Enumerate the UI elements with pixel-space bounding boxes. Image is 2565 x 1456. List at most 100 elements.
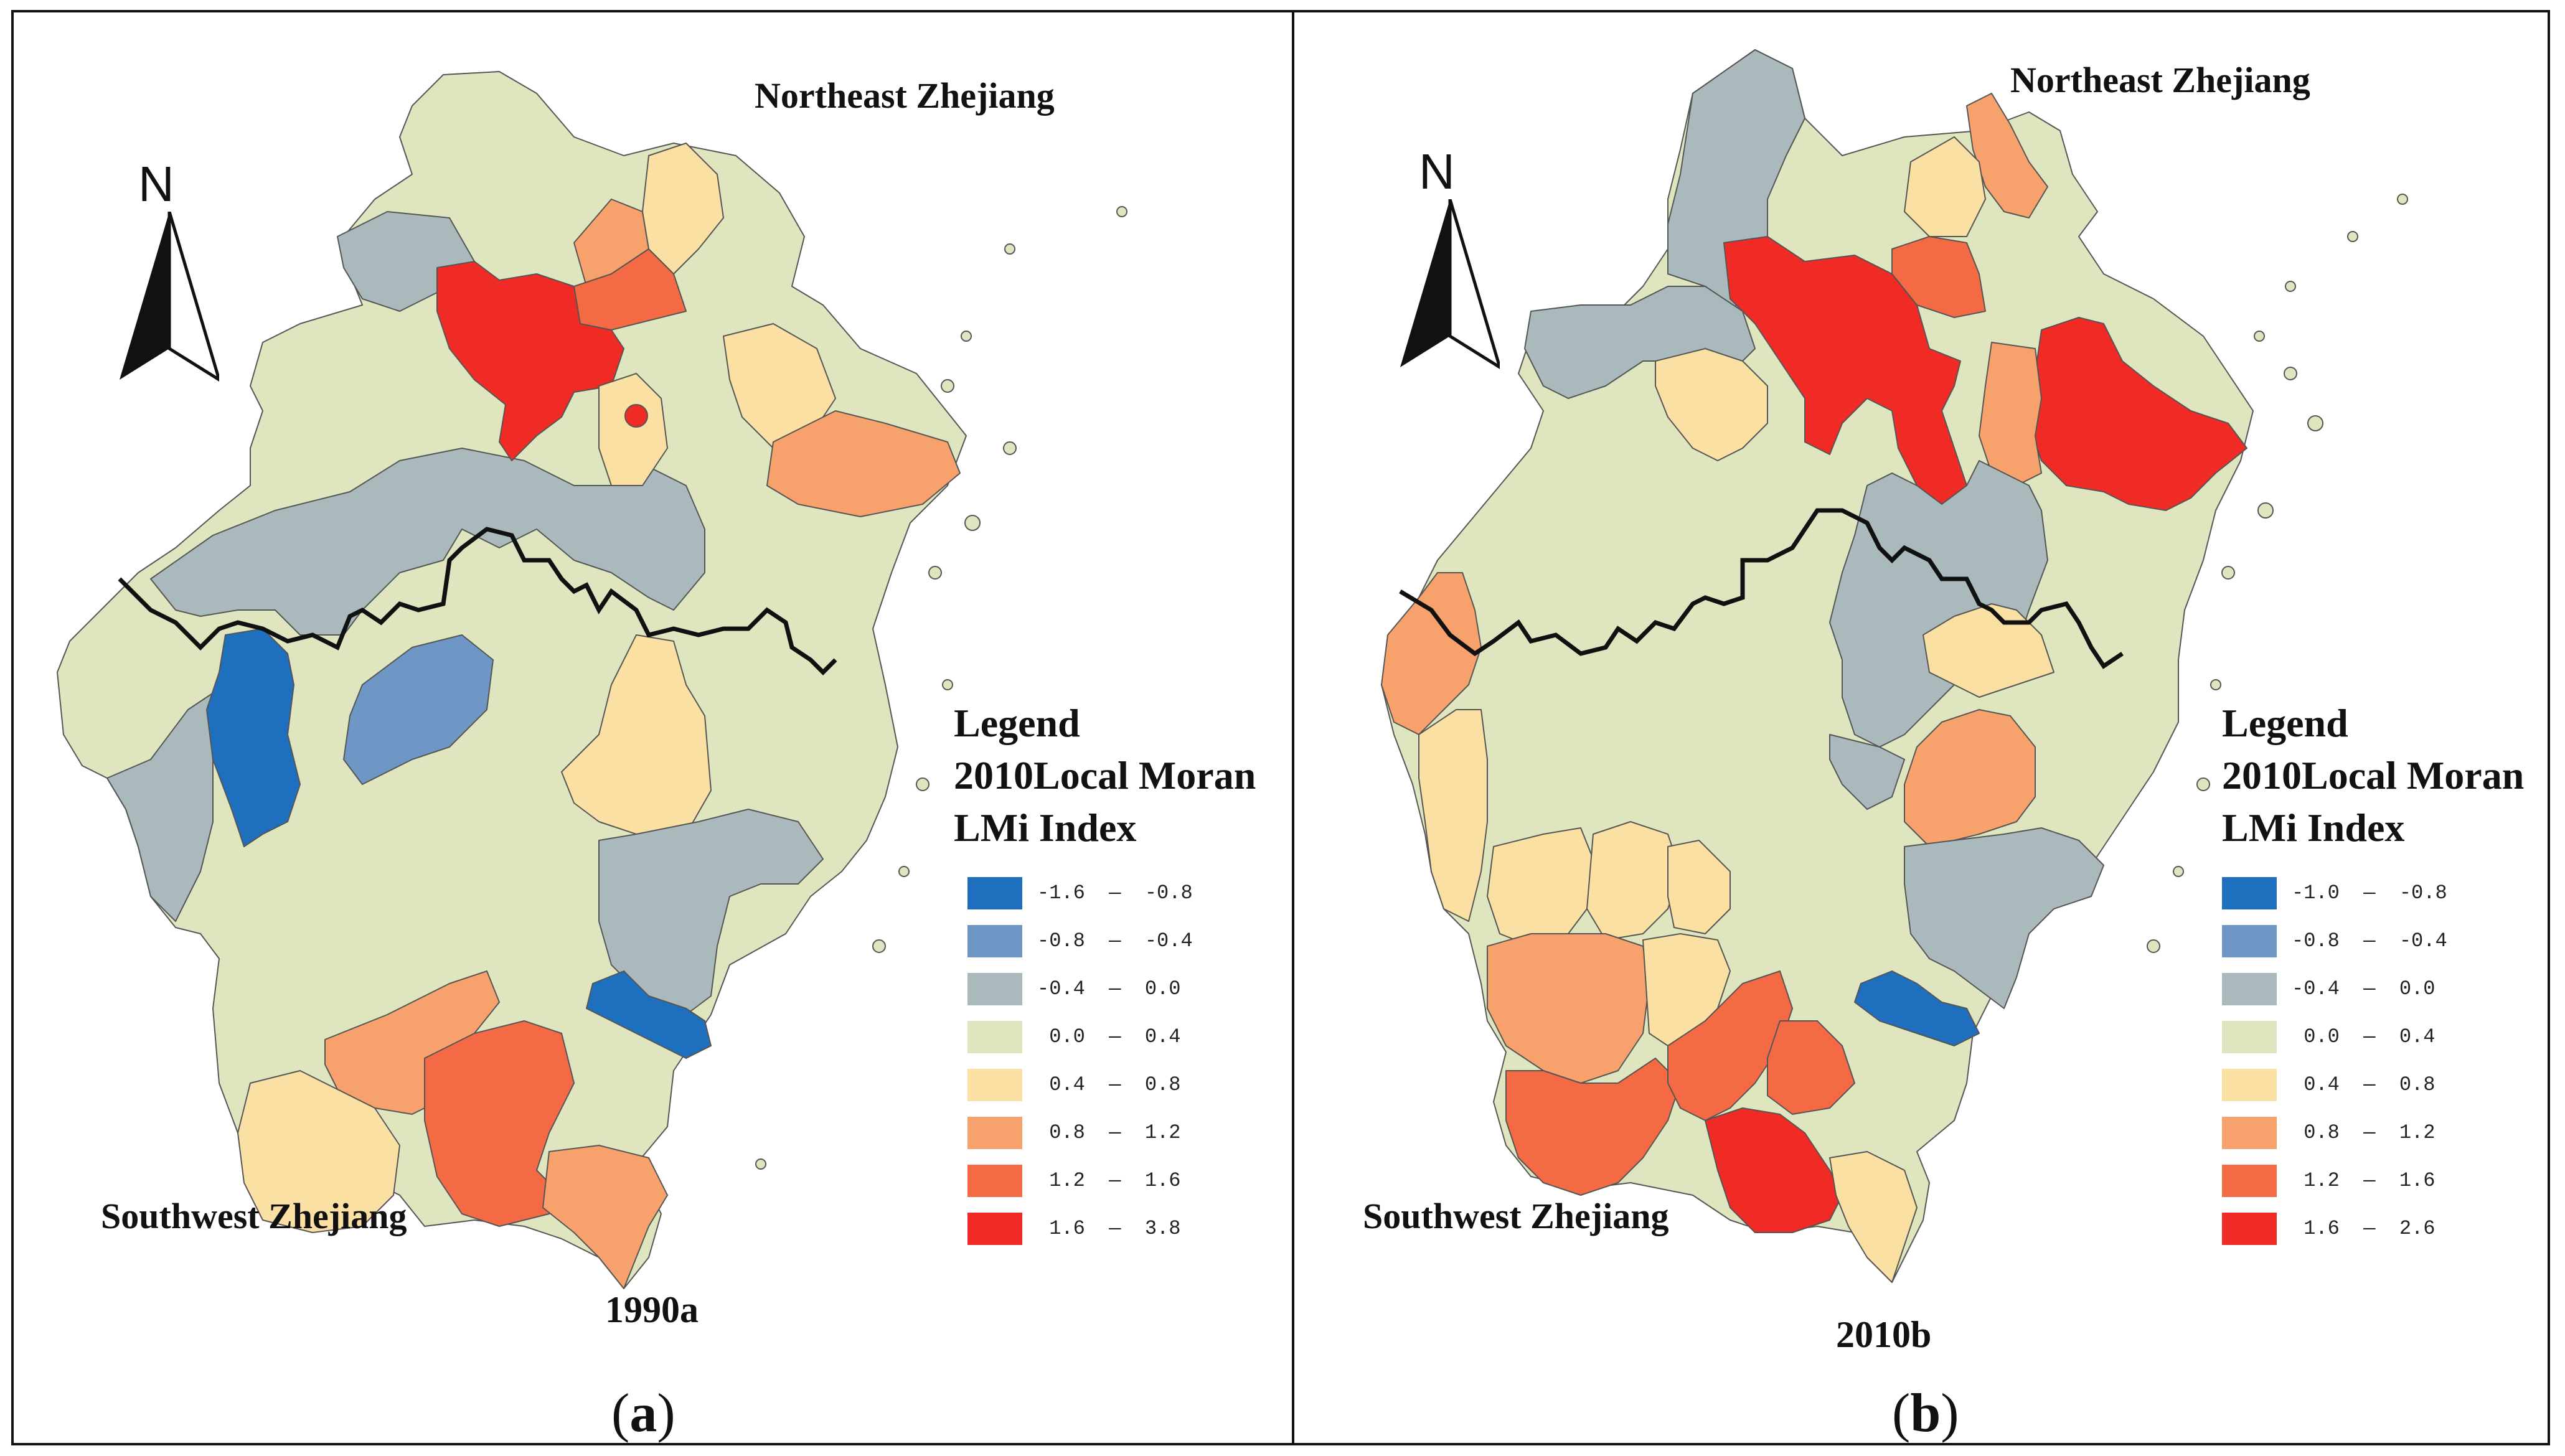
islands	[755, 206, 1127, 1170]
legend-swatch	[2222, 924, 2277, 957]
legend-range: -0.8 — -0.4	[2292, 929, 2447, 952]
year-label: 1990a	[605, 1289, 699, 1330]
region-red-south	[1705, 1107, 1843, 1233]
legend-range: -0.8 — -0.4	[1037, 929, 1193, 952]
panel-letter: (a)	[611, 1382, 675, 1445]
legend-range: 1.6 — 2.6	[2292, 1217, 2436, 1240]
region-orange-ne2	[1979, 342, 2042, 486]
panel-letter-text: a	[629, 1383, 657, 1444]
region-orange-west	[1381, 572, 1482, 735]
islands	[2147, 194, 2408, 953]
region-orange-sw	[1487, 933, 1650, 1084]
panel-letter-close: )	[1941, 1383, 1959, 1444]
region-label-ne: Northeast Zhejiang	[755, 75, 1055, 116]
legend-range: -1.6 — -0.8	[1037, 881, 1193, 904]
panel-letter-close: )	[657, 1383, 675, 1444]
legend-swatch	[2222, 1116, 2277, 1149]
region-red-north	[436, 261, 624, 461]
region-yellow-central	[1923, 603, 2054, 698]
panel-b: N Northeast Zhejiang Southwest Zhejiang …	[1294, 12, 2565, 1445]
region-redorange-s1	[1505, 1058, 1681, 1196]
region-label-sw: Southwest Zhejiang	[101, 1196, 407, 1236]
region-yellow-sw3	[1667, 840, 1731, 934]
legend-swatch	[967, 1212, 1022, 1245]
region-yellow-west	[1418, 709, 1488, 922]
legend-row: 1.6 — 3.8	[967, 1205, 1256, 1252]
legend-swatch	[967, 924, 1022, 957]
divide-line	[118, 527, 837, 675]
legend-swatch	[2222, 1164, 2277, 1197]
region-red-dot	[624, 404, 648, 428]
legend-row: 1.2 — 1.6	[967, 1157, 1256, 1205]
legend-range: 1.6 — 3.8	[1037, 1217, 1181, 1240]
panel-letter-text: b	[1910, 1383, 1941, 1444]
legend-title: Legend	[2222, 701, 2348, 745]
legend-swatch	[967, 972, 1022, 1005]
panel-a: N Northeast Zhejiang Southwest Zhejiang …	[14, 12, 1291, 1445]
region-blue-se	[586, 970, 712, 1059]
legend-range: 0.8 — 1.2	[2292, 1121, 2436, 1144]
legend-range: 0.4 — 0.8	[2292, 1073, 2436, 1096]
region-grey-se	[1904, 827, 2104, 1009]
region-label-sw: Southwest Zhejiang	[1363, 1196, 1669, 1236]
legend-row: 0.8 — 1.2	[2222, 1109, 2524, 1157]
legend-subtitle: 2010Local Moran	[954, 753, 1256, 797]
region-red-ne	[2028, 317, 2247, 511]
region-west-grey	[106, 684, 226, 922]
legend-row: -0.4 — 0.0	[2222, 965, 2524, 1013]
legend-index: LMi Index	[954, 805, 1137, 850]
panel-divider	[1292, 10, 1294, 1445]
panel-letter-open: (	[611, 1383, 630, 1444]
legend-range: -1.0 — -0.8	[2292, 881, 2447, 904]
region-yellow-sw2	[1586, 821, 1681, 941]
divide-line	[1399, 508, 2124, 669]
panel-letter-open: (	[1892, 1383, 1911, 1444]
region-yellow-sw1	[1487, 827, 1594, 947]
region-yellow-nw	[1655, 348, 1768, 461]
map-2010	[1381, 49, 2408, 1283]
region-redorange-north	[573, 248, 687, 331]
region-blue-se	[1854, 970, 1980, 1046]
legend-row: 1.2 — 1.6	[2222, 1157, 2524, 1205]
legend-row: -1.6 — -0.8	[967, 869, 1256, 917]
legend-row: 0.4 — 0.8	[967, 1061, 1256, 1109]
region-blue-strong	[206, 628, 301, 847]
legend-swatch	[2222, 1020, 2277, 1053]
legend-swatch	[2222, 1212, 2277, 1245]
legend: Legend 2010Local Moran LMi Index -1.6 — …	[954, 697, 1256, 1252]
region-orange-central	[1904, 709, 2036, 847]
region-redorange-s3	[1767, 1020, 1855, 1115]
region-yellow-se2	[1829, 1151, 1918, 1283]
region-nw-grey	[150, 448, 705, 636]
year-label: 2010b	[1836, 1314, 1932, 1355]
legend-row: 0.0 — 0.4	[967, 1013, 1256, 1061]
legend-items: -1.0 — -0.8 -0.8 — -0.4 -0.4 — 0.0 0.0 — 0…	[2222, 869, 2524, 1252]
legend-row: 0.4 — 0.8	[2222, 1061, 2524, 1109]
legend-range: 1.2 — 1.6	[1037, 1169, 1181, 1192]
region-orange-south	[542, 1145, 668, 1289]
legend-index: LMi Index	[2222, 805, 2405, 850]
legend: Legend 2010Local Moran LMi Index -1.0 — …	[2222, 697, 2524, 1252]
legend-swatch	[967, 1020, 1022, 1053]
legend-swatch	[967, 1116, 1022, 1149]
legend-swatch	[2222, 972, 2277, 1005]
figure-frame	[11, 10, 2550, 1445]
north-letter: N	[1419, 144, 1455, 199]
legend-items: -1.6 — -0.8 -0.8 — -0.4 -0.4 — 0.0 0.0 — 0…	[967, 869, 1256, 1252]
panel-letter: (b)	[1892, 1382, 1959, 1445]
region-yellow-north	[642, 143, 724, 275]
legend-row: -0.4 — 0.0	[967, 965, 1256, 1013]
legend-row: 1.6 — 2.6	[2222, 1205, 2524, 1252]
legend-swatch	[967, 876, 1022, 909]
legend-row: -0.8 — -0.4	[2222, 917, 2524, 965]
legend-row: -0.8 — -0.4	[967, 917, 1256, 965]
legend-swatch	[2222, 876, 2277, 909]
legend-range: 0.0 — 0.4	[2292, 1025, 2436, 1048]
legend-subtitle: 2010Local Moran	[2222, 753, 2525, 797]
north-arrow-icon	[1400, 199, 1500, 369]
north-letter: N	[138, 156, 174, 212]
north-arrow-icon	[120, 212, 219, 382]
legend-row: 0.0 — 0.4	[2222, 1013, 2524, 1061]
legend-swatch	[967, 1068, 1022, 1101]
region-label-ne: Northeast Zhejiang	[2010, 60, 2310, 100]
